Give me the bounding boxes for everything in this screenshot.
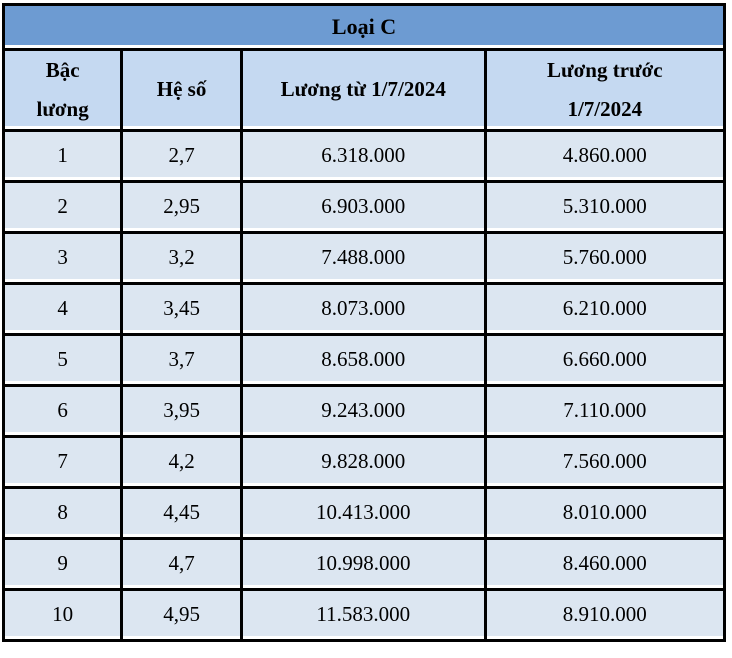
cell-luong-truoc: 6.210.000 bbox=[483, 281, 727, 336]
cell-he-so: 3,7 bbox=[120, 332, 243, 387]
cell-bac-luong: 9 bbox=[1, 536, 124, 591]
col-header-bac-luong: Bậc lương bbox=[1, 48, 124, 132]
cell-bac-luong: 3 bbox=[1, 230, 124, 285]
cell-bac-luong: 2 bbox=[1, 179, 124, 234]
salary-table-loai-c: Loại C Bậc lương Hệ số Lương từ 1/7/2024… bbox=[1, 3, 727, 642]
col-header-label: Lương trước 1/7/2024 bbox=[547, 58, 663, 121]
table-title: Loại C bbox=[2, 3, 726, 51]
cell-luong-truoc: 7.110.000 bbox=[483, 383, 727, 438]
cell-luong-truoc: 5.310.000 bbox=[483, 179, 727, 234]
cell-bac-luong: 7 bbox=[1, 434, 124, 489]
table-row: 5 3,7 8.658.000 6.660.000 bbox=[1, 332, 727, 387]
table-row: 4 3,45 8.073.000 6.210.000 bbox=[1, 281, 727, 336]
table-row: 3 3,2 7.488.000 5.760.000 bbox=[1, 230, 727, 285]
table-row: 9 4,7 10.998.000 8.460.000 bbox=[1, 536, 727, 591]
cell-luong-truoc: 5.760.000 bbox=[483, 230, 727, 285]
table-row: 2 2,95 6.903.000 5.310.000 bbox=[1, 179, 727, 234]
cell-luong-tu: 6.318.000 bbox=[239, 128, 487, 183]
table-row: 6 3,95 9.243.000 7.110.000 bbox=[1, 383, 727, 438]
cell-luong-truoc: 4.860.000 bbox=[483, 128, 727, 183]
cell-luong-tu: 8.658.000 bbox=[239, 332, 487, 387]
cell-he-so: 4,7 bbox=[120, 536, 243, 591]
cell-luong-truoc: 6.660.000 bbox=[483, 332, 727, 387]
cell-bac-luong: 10 bbox=[1, 587, 124, 642]
cell-luong-tu: 9.243.000 bbox=[239, 383, 487, 438]
table-row: 8 4,45 10.413.000 8.010.000 bbox=[1, 485, 727, 540]
table-row: 7 4,2 9.828.000 7.560.000 bbox=[1, 434, 727, 489]
cell-luong-tu: 8.073.000 bbox=[239, 281, 487, 336]
cell-bac-luong: 5 bbox=[1, 332, 124, 387]
col-header-label: Hệ số bbox=[156, 77, 207, 102]
table-title-row: Loại C bbox=[2, 3, 726, 51]
col-header-luong-truoc: Lương trước 1/7/2024 bbox=[483, 48, 727, 132]
cell-he-so: 4,2 bbox=[120, 434, 243, 489]
table-header-row: Bậc lương Hệ số Lương từ 1/7/2024 Lương … bbox=[1, 48, 727, 132]
col-header-label: Bậc lương bbox=[36, 58, 89, 121]
cell-luong-truoc: 7.560.000 bbox=[483, 434, 727, 489]
col-header-label: Lương từ 1/7/2024 bbox=[280, 77, 446, 102]
cell-luong-tu: 11.583.000 bbox=[239, 587, 487, 642]
col-header-he-so: Hệ số bbox=[120, 48, 243, 132]
cell-bac-luong: 4 bbox=[1, 281, 124, 336]
cell-bac-luong: 8 bbox=[1, 485, 124, 540]
cell-he-so: 3,95 bbox=[120, 383, 243, 438]
col-header-luong-tu: Lương từ 1/7/2024 bbox=[239, 48, 487, 132]
table-row: 1 2,7 6.318.000 4.860.000 bbox=[1, 128, 727, 183]
cell-luong-tu: 6.903.000 bbox=[239, 179, 487, 234]
cell-luong-tu: 7.488.000 bbox=[239, 230, 487, 285]
cell-luong-truoc: 8.910.000 bbox=[483, 587, 727, 642]
cell-he-so: 2,95 bbox=[120, 179, 243, 234]
table-row: 10 4,95 11.583.000 8.910.000 bbox=[1, 587, 727, 642]
cell-he-so: 3,2 bbox=[120, 230, 243, 285]
cell-he-so: 2,7 bbox=[120, 128, 243, 183]
cell-luong-truoc: 8.010.000 bbox=[483, 485, 727, 540]
cell-bac-luong: 6 bbox=[1, 383, 124, 438]
cell-luong-tu: 10.998.000 bbox=[239, 536, 487, 591]
cell-luong-truoc: 8.460.000 bbox=[483, 536, 727, 591]
cell-he-so: 3,45 bbox=[120, 281, 243, 336]
cell-luong-tu: 10.413.000 bbox=[239, 485, 487, 540]
cell-luong-tu: 9.828.000 bbox=[239, 434, 487, 489]
cell-he-so: 4,45 bbox=[120, 485, 243, 540]
cell-he-so: 4,95 bbox=[120, 587, 243, 642]
cell-bac-luong: 1 bbox=[1, 128, 124, 183]
